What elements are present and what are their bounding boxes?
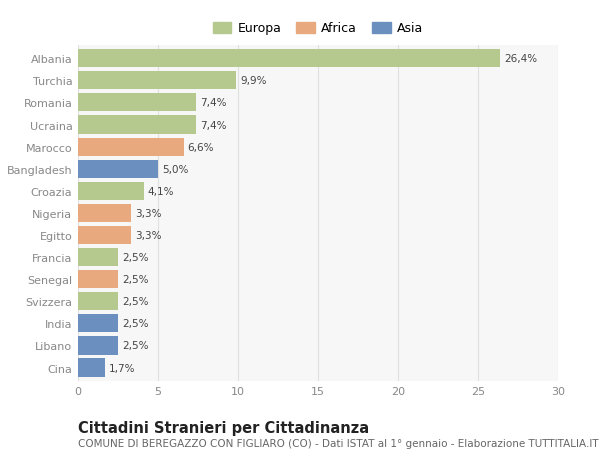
Text: 26,4%: 26,4% <box>505 54 538 64</box>
Text: 2,5%: 2,5% <box>122 252 149 263</box>
Legend: Europa, Africa, Asia: Europa, Africa, Asia <box>209 19 427 39</box>
Bar <box>78 248 118 267</box>
Text: 5,0%: 5,0% <box>162 164 188 174</box>
Text: 3,3%: 3,3% <box>135 230 161 241</box>
Bar <box>78 226 131 245</box>
Bar <box>78 314 118 333</box>
Bar <box>78 358 105 377</box>
Bar <box>78 336 118 355</box>
Text: 7,4%: 7,4% <box>200 120 227 130</box>
Text: Cittadini Stranieri per Cittadinanza: Cittadini Stranieri per Cittadinanza <box>78 420 369 435</box>
Text: 1,7%: 1,7% <box>109 363 136 373</box>
Text: 2,5%: 2,5% <box>122 341 149 351</box>
Bar <box>78 204 131 223</box>
Text: 4,1%: 4,1% <box>148 186 174 196</box>
Text: COMUNE DI BEREGAZZO CON FIGLIARO (CO) - Dati ISTAT al 1° gennaio - Elaborazione : COMUNE DI BEREGAZZO CON FIGLIARO (CO) - … <box>78 438 599 448</box>
Bar <box>78 94 196 112</box>
Text: 9,9%: 9,9% <box>241 76 267 86</box>
Bar <box>78 292 118 311</box>
Bar <box>78 182 143 201</box>
Text: 7,4%: 7,4% <box>200 98 227 108</box>
Text: 3,3%: 3,3% <box>135 208 161 218</box>
Text: 2,5%: 2,5% <box>122 274 149 285</box>
Text: 2,5%: 2,5% <box>122 319 149 329</box>
Bar <box>78 72 236 90</box>
Text: 2,5%: 2,5% <box>122 297 149 307</box>
Bar <box>78 138 184 157</box>
Bar <box>78 270 118 289</box>
Text: 6,6%: 6,6% <box>188 142 214 152</box>
Bar <box>78 160 158 179</box>
Bar <box>78 116 196 134</box>
Bar <box>78 50 500 68</box>
